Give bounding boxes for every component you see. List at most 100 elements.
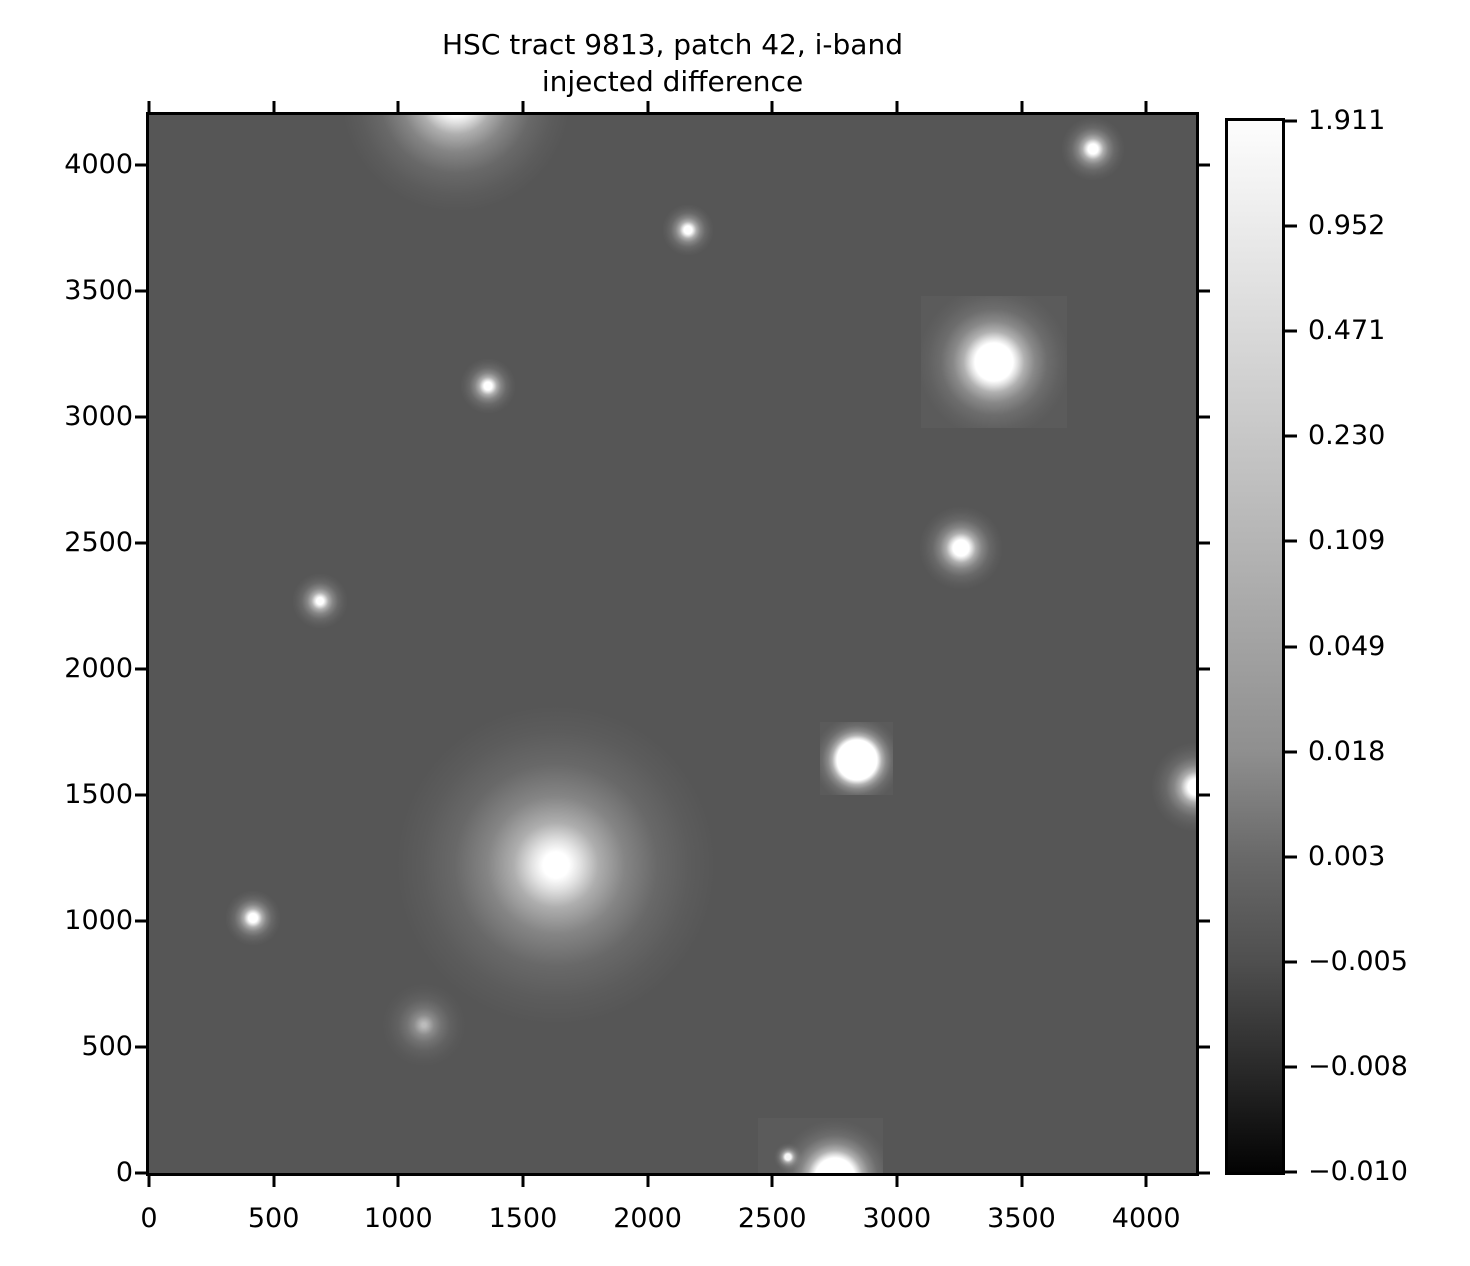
x-tick [272,1176,276,1187]
x-tick-label: 2000 [613,1203,682,1234]
y-tick [135,1045,146,1049]
colorbar-tick-label: 0.471 [1308,315,1386,347]
colorbar-tick-label: 0.230 [1308,420,1386,452]
chart-title-line1: HSC tract 9813, patch 42, i-band [442,28,903,61]
injected-source [396,704,717,1025]
y-tick-label: 3500 [64,275,133,307]
x-tick-label: 3500 [987,1203,1056,1234]
colorbar-tick [1285,539,1297,543]
chart-title: HSC tract 9813, patch 42, i-band injecte… [149,26,1196,100]
x-tick-top [396,101,400,112]
colorbar-gradient [1228,121,1282,1172]
x-tick-top [1144,101,1148,112]
colorbar-tick [1285,1065,1297,1069]
injected-source [460,357,517,414]
x-tick [770,1176,774,1187]
y-tick [135,541,146,545]
injected-source [777,1120,884,1173]
x-tick-top [1020,101,1023,112]
plot-area: 0 500 1000 1500 2000 2500 3000 3500 4000 0 500 1000… [64,101,1210,1234]
x-tick-top [272,101,276,112]
injected-source [225,890,282,947]
y-tick-right [1199,1171,1210,1175]
x-tick-label: 1000 [363,1203,433,1234]
colorbar-tick [1285,645,1297,648]
y-tick [135,793,146,797]
colorbar-tick [1285,750,1297,754]
y-tick-label: 3000 [64,401,133,433]
colorbar-tick-label: 0.018 [1308,735,1386,767]
colorbar-tick-label: 0.109 [1308,525,1386,557]
y-tick-right [1199,415,1210,419]
colorbar-tick [1285,119,1297,123]
colorbar-tick [1285,960,1297,964]
y-tick [135,415,146,419]
y-tick-right [1199,793,1210,797]
injected-source [820,722,894,796]
chart-title-line2: injected difference [541,65,804,98]
injected-source [1151,742,1196,833]
y-tick-right [1199,667,1210,671]
x-tick-top [770,101,774,112]
colorbar-tick-label: 0.003 [1308,840,1386,872]
y-tick [135,667,146,671]
colorbar-tick [1285,1170,1297,1174]
x-tick-top [147,101,151,112]
x-tick-top [521,101,525,112]
injection-stamp [820,722,894,796]
y-tick-label: 4000 [64,149,133,181]
x-tick [147,1176,151,1187]
colorbar-tick [1285,329,1297,333]
x-tick [895,1176,899,1187]
injected-source [662,203,715,256]
colorbar-tick [1285,434,1297,438]
y-tick [135,163,146,167]
y-tick-label: 500 [81,1031,133,1063]
colorbar-tick-label: 0.049 [1308,630,1386,662]
colorbar-tick-label: 1.911 [1308,105,1386,136]
y-tick-label: 0 [115,1157,133,1188]
injection-stamp [758,1118,884,1173]
x-tick [1020,1176,1023,1187]
x-tick-label: 2500 [737,1203,807,1234]
y-tick [135,289,146,293]
y-tick-right [1199,289,1210,293]
injection-stamp [921,296,1068,429]
colorbar-tick-label: −0.010 [1308,1156,1408,1187]
colorbar-tick [1285,855,1297,859]
y-tick [135,919,146,923]
x-tick-label: 500 [247,1203,300,1234]
x-tick-top [895,101,899,112]
x-tick [646,1176,650,1187]
x-tick-top [646,101,650,112]
x-tick-label: 3000 [862,1203,932,1234]
x-tick-label: 4000 [1111,1203,1181,1234]
colorbar: 1.911 0.952 0.471 0.230 0.109 0.049 0.018 0.003… [1228,105,1408,1187]
y-tick-right [1199,919,1210,923]
y-tick-right [1199,163,1210,167]
colorbar-tick-label: −0.008 [1308,1050,1408,1082]
y-tick-label: 1000 [64,905,133,937]
injected-source [291,573,348,630]
y-tick-label: 2000 [64,653,133,685]
injected-source [921,296,1068,429]
image-canvas [149,115,1196,1173]
colorbar-tick [1285,224,1297,228]
y-tick-label: 1500 [64,779,133,811]
y-tick-right [1199,1045,1210,1049]
y-tick [135,1171,146,1175]
y-tick-label: 2500 [64,527,133,559]
x-tick-label: 0 [140,1203,158,1234]
injected-source [919,506,1004,591]
x-tick [1144,1176,1148,1187]
colorbar-tick-label: −0.005 [1308,945,1408,977]
injected-source [1060,117,1125,181]
colorbar-tick-label: 0.952 [1308,210,1386,242]
x-tick [521,1176,525,1187]
injected-source [340,115,571,213]
y-tick-right [1199,541,1210,545]
x-tick-label: 1500 [488,1203,558,1234]
x-tick [396,1176,400,1187]
injected-source [381,982,466,1067]
